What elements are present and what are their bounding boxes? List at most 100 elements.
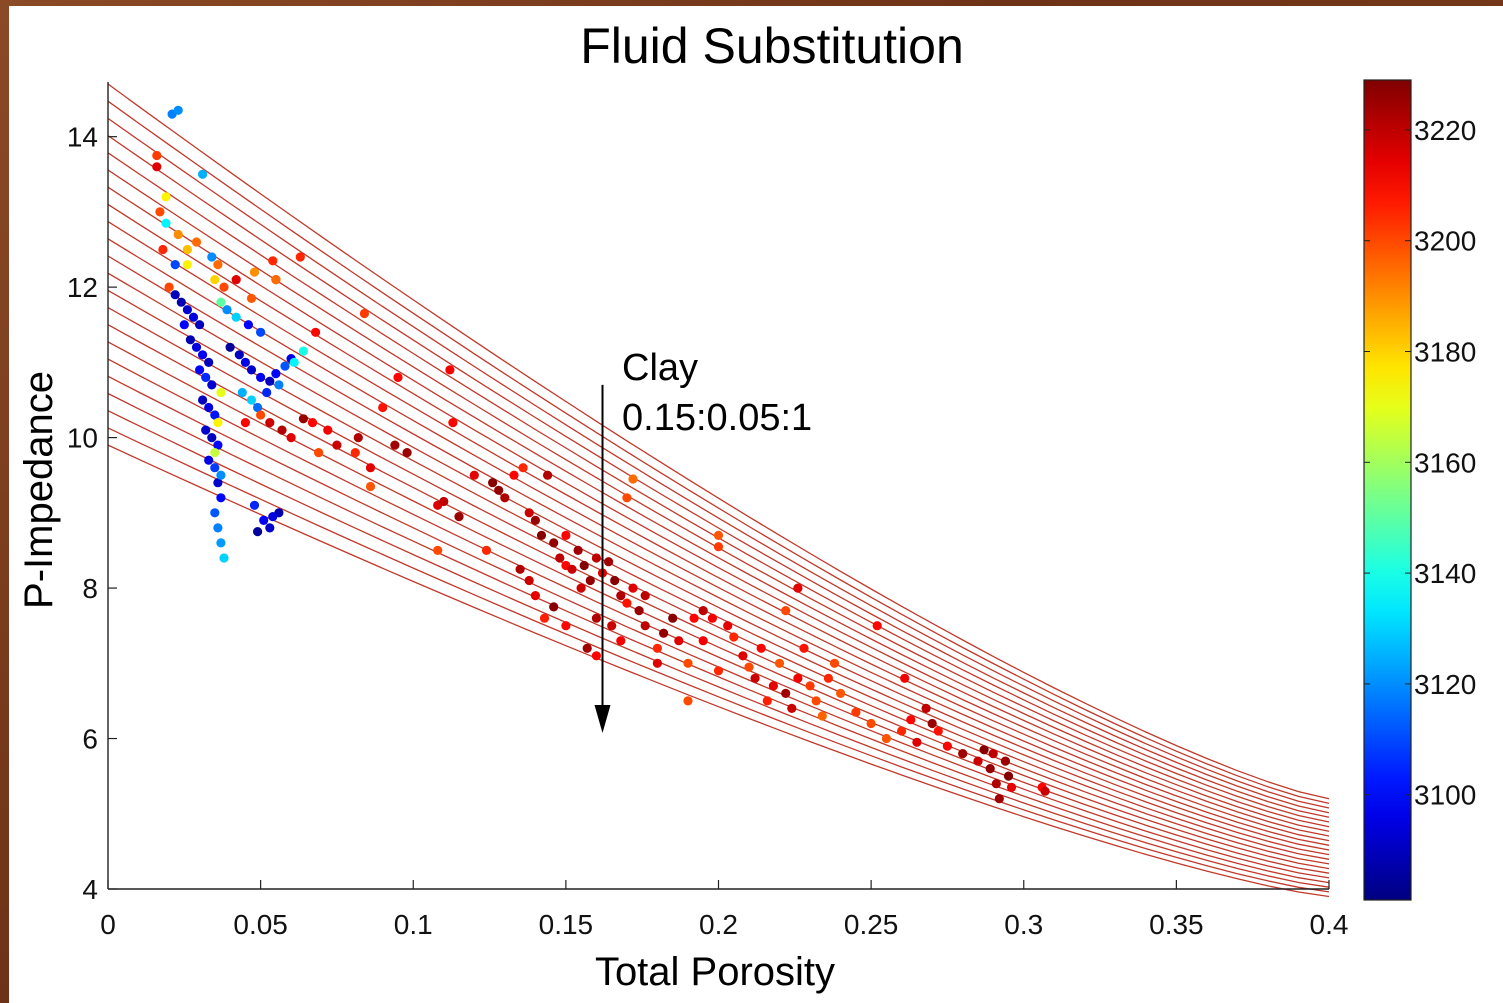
scatter-point [201,425,211,435]
scatter-point [246,395,257,405]
scatter-point [897,726,907,736]
scatter-point [900,673,910,683]
scatter-point [774,658,785,668]
scatter-point [585,575,595,586]
scatter-point [191,237,202,247]
scatter-point [231,275,241,285]
scatter-point [1006,782,1017,793]
scatter-point [271,275,281,285]
trend-line [107,272,1330,851]
trend-line [107,324,1330,865]
scatter-point [683,658,693,668]
scatter-point [182,260,192,270]
scatter-point [179,320,189,330]
scatter-point [268,511,278,522]
scatter-point [350,448,360,458]
scatter-point [738,651,748,661]
scatter-point [591,553,602,563]
scatter-point [912,737,922,747]
scatter-point [210,508,220,518]
scatter-point [393,372,403,382]
trend-line [107,341,1330,870]
scatter-point [170,260,180,270]
trend-line [107,100,1330,805]
scatter-point [811,696,821,706]
scatter-point [668,613,678,623]
scatter-point [311,327,321,337]
scatter-point [256,372,266,382]
scatter-point [207,252,217,262]
scatter-point [591,651,602,661]
scatter-point [698,636,708,646]
scatter-point [530,591,541,601]
trend-line [107,392,1330,884]
x-tick-label: 0.2 [699,909,738,940]
scatter-point [289,357,299,367]
scatter-point [488,478,498,488]
scatter-point [259,515,269,526]
scatter-point [277,425,287,435]
scatter-point [213,523,223,533]
scatter-point [198,169,208,179]
x-axis-label: Total Porosity [595,950,835,994]
scatter-point [881,733,892,744]
scatter-point [591,613,602,623]
scatter-point [213,260,223,270]
scatter-point [576,583,586,593]
colorbar-tick-label: 3160 [1414,447,1476,478]
scatter-point [185,335,195,345]
scatter-point [683,696,693,706]
scatter-point [561,621,571,631]
scatter-point [762,696,772,706]
scatter-point [640,621,650,631]
scatter-point [216,297,226,307]
trend-line [107,410,1330,888]
scatter-point [161,218,171,228]
scatter-point [836,688,846,699]
scatter-point [265,523,275,533]
y-tick-label: 4 [82,874,98,905]
scatter-point [219,282,229,292]
scatter-point [509,470,519,480]
scatter-point [579,560,589,571]
y-tick-label: 10 [67,423,98,454]
scatter-point [872,621,882,631]
scatter-point [253,527,263,537]
scatter-point [906,715,916,725]
x-tick-label: 0.3 [1004,909,1043,940]
scatter-point [207,380,217,390]
scatter-point [698,606,708,616]
trend-line [107,221,1330,837]
scatter-point [286,433,296,443]
scatter-point [265,376,275,386]
trend-line [107,427,1330,893]
scatter-point [216,538,226,548]
colorbar: 3100 3120 3140 3160 3180 3200 3220 [1363,79,1476,901]
scatter-point [607,621,617,631]
scatter-point [280,361,290,371]
scatter-point [271,369,281,379]
scatter-point [182,244,192,255]
scatter-point [390,440,400,450]
colorbar-tick-label: 3220 [1414,115,1476,146]
scatter-point [359,308,369,319]
scatter-point [1003,771,1014,781]
scatter-point [713,542,724,552]
clay-annotation: Clay 0.15:0.05:1 [594,347,812,734]
x-tick-label: 0.35 [1149,909,1204,940]
y-tick-label: 12 [67,272,98,303]
plot-area [107,83,1330,898]
trend-line [107,152,1330,818]
scatter-point [829,658,840,668]
trend-line [107,135,1330,814]
scatter-point [198,395,208,405]
scatter-point [524,575,534,586]
scatter-point [469,470,479,480]
scatter-point [958,749,968,759]
scatter-point [549,602,559,612]
scatter-point [750,673,760,683]
scatter-point [298,414,308,424]
x-tick-label: 0.15 [539,909,594,940]
scatter-point [213,478,223,488]
scatter-point [536,530,547,541]
